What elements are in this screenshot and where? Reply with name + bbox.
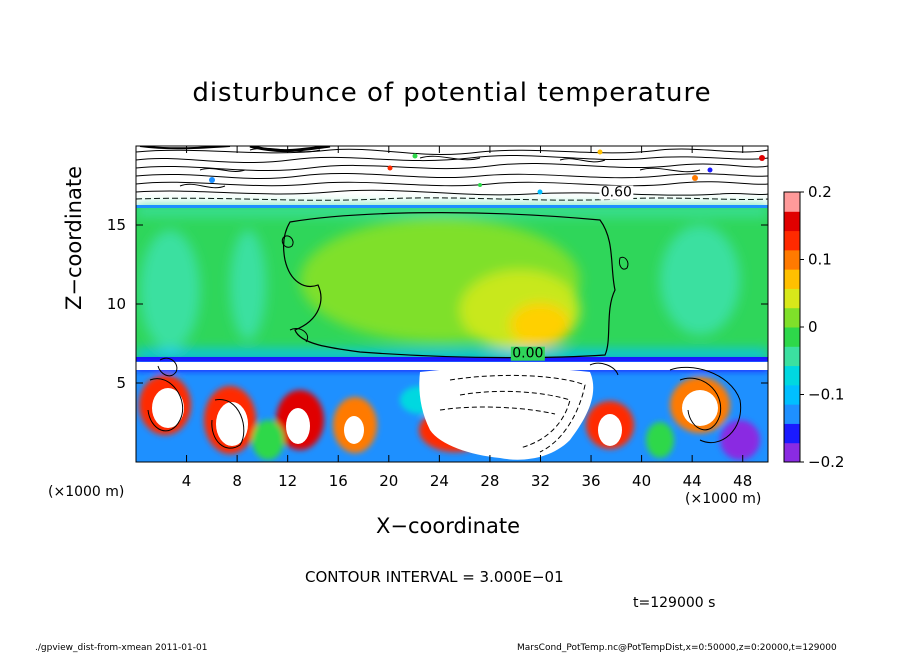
colorbar-tick-label: 0.1 [808, 251, 832, 269]
colorbar-segment [784, 307, 800, 328]
contour-label-bg [510, 346, 545, 361]
colorbar-segment [784, 365, 800, 386]
y-tick-label: 15 [107, 216, 126, 234]
contour-label: 0.60 [601, 185, 632, 201]
chart-title: disturbunce of potential temperature [192, 78, 712, 108]
x-tick-label: 32 [531, 472, 550, 490]
x-tick-label: 12 [278, 472, 297, 490]
colorbar-segment [784, 192, 800, 212]
x-tick-label: 40 [632, 472, 651, 490]
colorbar-segment [784, 442, 800, 463]
x-axis-ticks: 4 8 12 16 20 24 28 32 36 40 44 48 [182, 146, 752, 490]
colorbar-segment [784, 346, 800, 367]
colorbar-segment [784, 288, 800, 309]
colorbar-segment [784, 249, 800, 270]
x-tick-label: 44 [683, 472, 702, 490]
contour-label-bg [599, 185, 634, 200]
y-axis-ticks: 5 10 15 [107, 216, 768, 392]
footer-left: ./gpview_dist-from-xmean 2011-01-01 [35, 643, 208, 653]
x-axis-label: X−coordinate [376, 514, 520, 538]
colorbar-tick-label: 0.2 [808, 183, 832, 201]
x-tick-label: 28 [480, 472, 499, 490]
zero-contour-small [281, 235, 308, 343]
x-unit-left: (×1000 m) [48, 484, 125, 500]
middle-shading [136, 206, 768, 360]
footer-right: MarsCond_PotTemp.nc@PotTempDist,x=0:5000… [517, 643, 837, 653]
upper-color-specks [209, 149, 765, 195]
colorbar-tick-label: −0.1 [808, 386, 844, 404]
upper-contours [136, 146, 768, 201]
colorbar-tick-label: −0.2 [808, 453, 844, 471]
colorbar: 0.2 0.1 0 −0.1 −0.2 [783, 183, 844, 471]
x-tick-label: 4 [182, 472, 192, 490]
time-label: t=129000 s [633, 595, 716, 611]
colorbar-segment [784, 269, 800, 289]
contour-interval: CONTOUR INTERVAL = 3.000E−01 [305, 568, 564, 586]
colorbar-segment [784, 404, 800, 424]
zero-contour-inner [619, 256, 629, 270]
x-tick-label: 16 [329, 472, 348, 490]
interface-band-bottom [136, 357, 768, 361]
x-tick-label: 24 [430, 472, 449, 490]
x-tick-label: 20 [379, 472, 398, 490]
x-tick-label: 36 [581, 472, 600, 490]
y-axis-label: Z−coordinate [62, 166, 86, 310]
x-tick-label: 48 [733, 472, 752, 490]
contour-label: 0.00 [512, 346, 543, 362]
zero-contour [283, 212, 616, 359]
lower-white-cells [136, 362, 768, 460]
colorbar-segment [784, 384, 800, 405]
colorbar-segment [784, 327, 800, 347]
contour-labels: 0.60 0.00 [510, 185, 634, 362]
plot-area [136, 146, 768, 462]
x-tick-label: 8 [232, 472, 242, 490]
y-tick-label: 5 [116, 374, 126, 392]
y-tick-label: 10 [107, 295, 126, 313]
colorbar-segment [784, 230, 800, 251]
colorbar-segment [784, 211, 800, 232]
interface-band-top [136, 205, 768, 208]
colorbar-tick-label: 0 [808, 318, 818, 336]
x-unit-right: (×1000 m) [685, 491, 762, 507]
lower-contours [147, 357, 742, 453]
colorbar-segment [784, 423, 800, 444]
